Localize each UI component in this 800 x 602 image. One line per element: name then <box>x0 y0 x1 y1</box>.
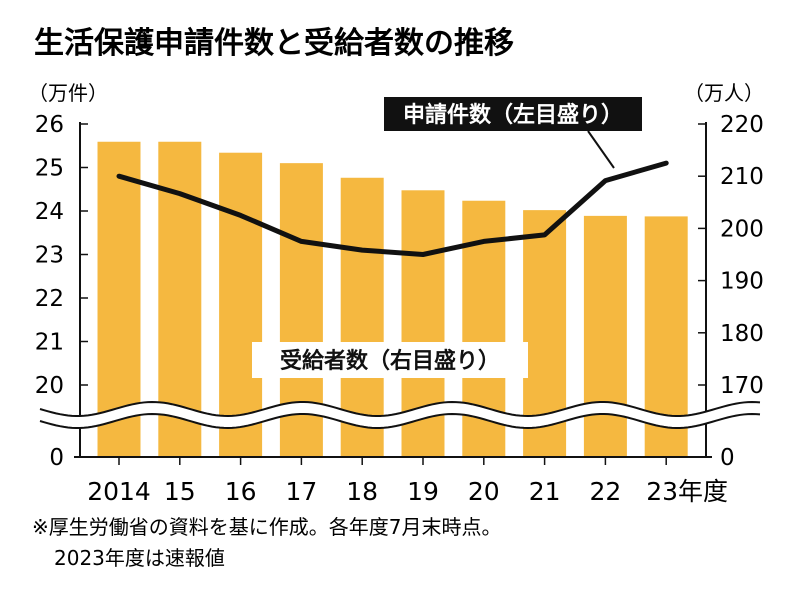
left-tick-label: 20 <box>35 373 64 399</box>
right-tick-label: 180 <box>720 321 764 347</box>
right-tick-label: 210 <box>720 164 764 190</box>
right-tick-label: 220 <box>720 112 764 138</box>
x-tick-label: 17 <box>285 477 317 506</box>
left-tick-label: 23 <box>35 243 64 269</box>
left-tick-label: 0 <box>49 445 64 471</box>
right-axis-unit: （万人） <box>684 81 764 105</box>
axis-break-line-bottom <box>39 412 761 430</box>
axis-break-band <box>40 402 760 428</box>
footnote-line2: 2023年度は速報値 <box>54 546 225 570</box>
bar-22 <box>583 215 627 457</box>
x-tick-label: 16 <box>225 477 257 506</box>
line-series-label: 申請件数（左目盛り） <box>384 97 642 169</box>
x-tick-label: 21 <box>529 477 561 506</box>
right-tick-label: 0 <box>720 445 735 471</box>
x-tick-label: 20 <box>468 477 500 506</box>
left-tick-label: 25 <box>35 156 64 182</box>
bar-series-label-text: 受給者数（右目盛り） <box>280 348 500 374</box>
bar-16 <box>219 152 263 457</box>
right-tick-label: 170 <box>720 373 764 399</box>
left-tick-label: 24 <box>35 199 64 225</box>
right-tick-label: 200 <box>720 216 764 242</box>
axis-layer <box>74 122 712 465</box>
axis-break <box>39 400 761 430</box>
line-series-path <box>116 160 669 257</box>
line-layer <box>116 160 669 257</box>
left-tick-label: 21 <box>35 330 64 356</box>
axis-break-line-top <box>39 400 761 418</box>
x-tick-label: 15 <box>164 477 196 506</box>
left-axis-unit: （万件） <box>28 81 108 105</box>
bar-series-label-bg <box>252 342 528 378</box>
left-tick-label: 22 <box>35 286 64 312</box>
line-series-label-pointer <box>587 130 615 169</box>
footnote-line1: ※厚生労働省の資料を基に作成。各年度7月末時点。 <box>32 515 501 539</box>
right-tick-label: 190 <box>720 269 764 295</box>
left-tick-label: 26 <box>35 112 64 138</box>
x-tick-label: 18 <box>346 477 378 506</box>
x-tick-label: 23年度 <box>646 477 728 506</box>
chart-title: 生活保護申請件数と受給者数の推移 <box>34 26 514 61</box>
line-series-label-text: 申請件数（左目盛り） <box>403 102 623 128</box>
x-tick-label: 2014 <box>87 477 151 506</box>
bar-series-label: 受給者数（右目盛り） <box>252 342 528 378</box>
line-series-label-bg <box>384 97 642 131</box>
x-tick-label: 19 <box>407 477 439 506</box>
x-tick-label: 22 <box>589 477 621 506</box>
